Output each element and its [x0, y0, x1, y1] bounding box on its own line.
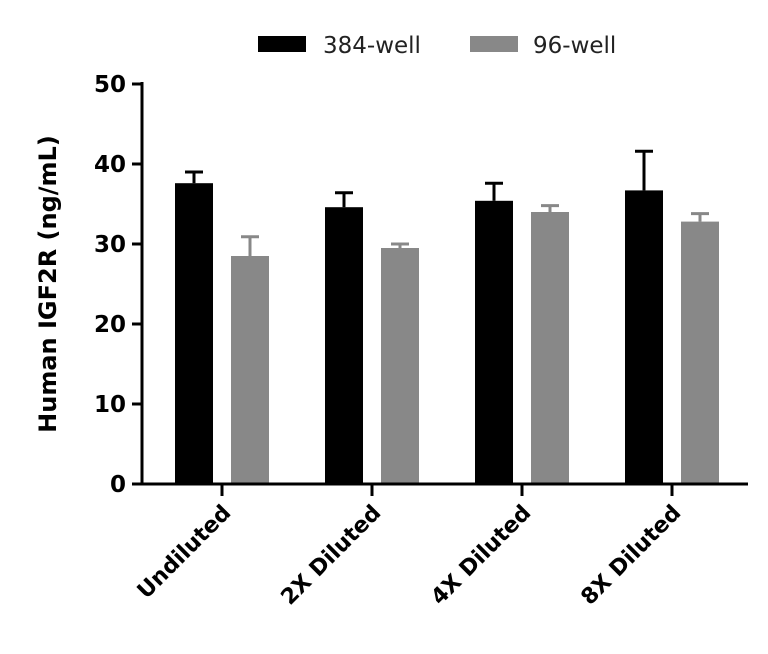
bar-96-well-2x-diluted	[381, 248, 419, 484]
x-tick-label: 4X Diluted	[427, 501, 537, 611]
axes	[140, 82, 748, 486]
y-axis-title: Human IGF2R (ng/mL)	[34, 135, 62, 433]
bar-96-well-8x-diluted	[681, 221, 719, 484]
y-tick-label: 20	[94, 312, 126, 338]
bar-384-well-4x-diluted	[475, 200, 513, 485]
error-bars	[185, 149, 709, 256]
x-ticks: Undiluted 2X Diluted 4X Diluted 8X Diluted	[133, 484, 686, 610]
bar-384-well-2x-diluted	[325, 207, 363, 484]
y-tick-label: 40	[94, 152, 126, 178]
y-tick-label: 10	[94, 392, 126, 418]
y-tick-label: 30	[94, 232, 126, 258]
legend-swatch-384-well	[258, 36, 306, 52]
x-tick-label: 8X Diluted	[577, 501, 687, 611]
y-tick-label: 50	[94, 72, 126, 98]
legend-swatch-96-well	[470, 36, 518, 52]
legend-label-384-well: 384-well	[323, 33, 421, 59]
y-ticks: 0 10 20 30 40 50	[94, 72, 142, 498]
bar-384-well-undiluted	[175, 183, 213, 484]
y-tick-label: 0	[110, 472, 126, 498]
legend: 384-well 96-well	[258, 33, 616, 59]
x-tick-label: 2X Diluted	[277, 501, 387, 611]
bar-384-well-8x-diluted	[625, 190, 663, 484]
bar-96-well-undiluted	[231, 256, 269, 484]
legend-label-96-well: 96-well	[533, 33, 616, 59]
x-tick-label: Undiluted	[133, 501, 236, 604]
bars	[175, 183, 719, 485]
bar-96-well-4x-diluted	[531, 212, 569, 484]
